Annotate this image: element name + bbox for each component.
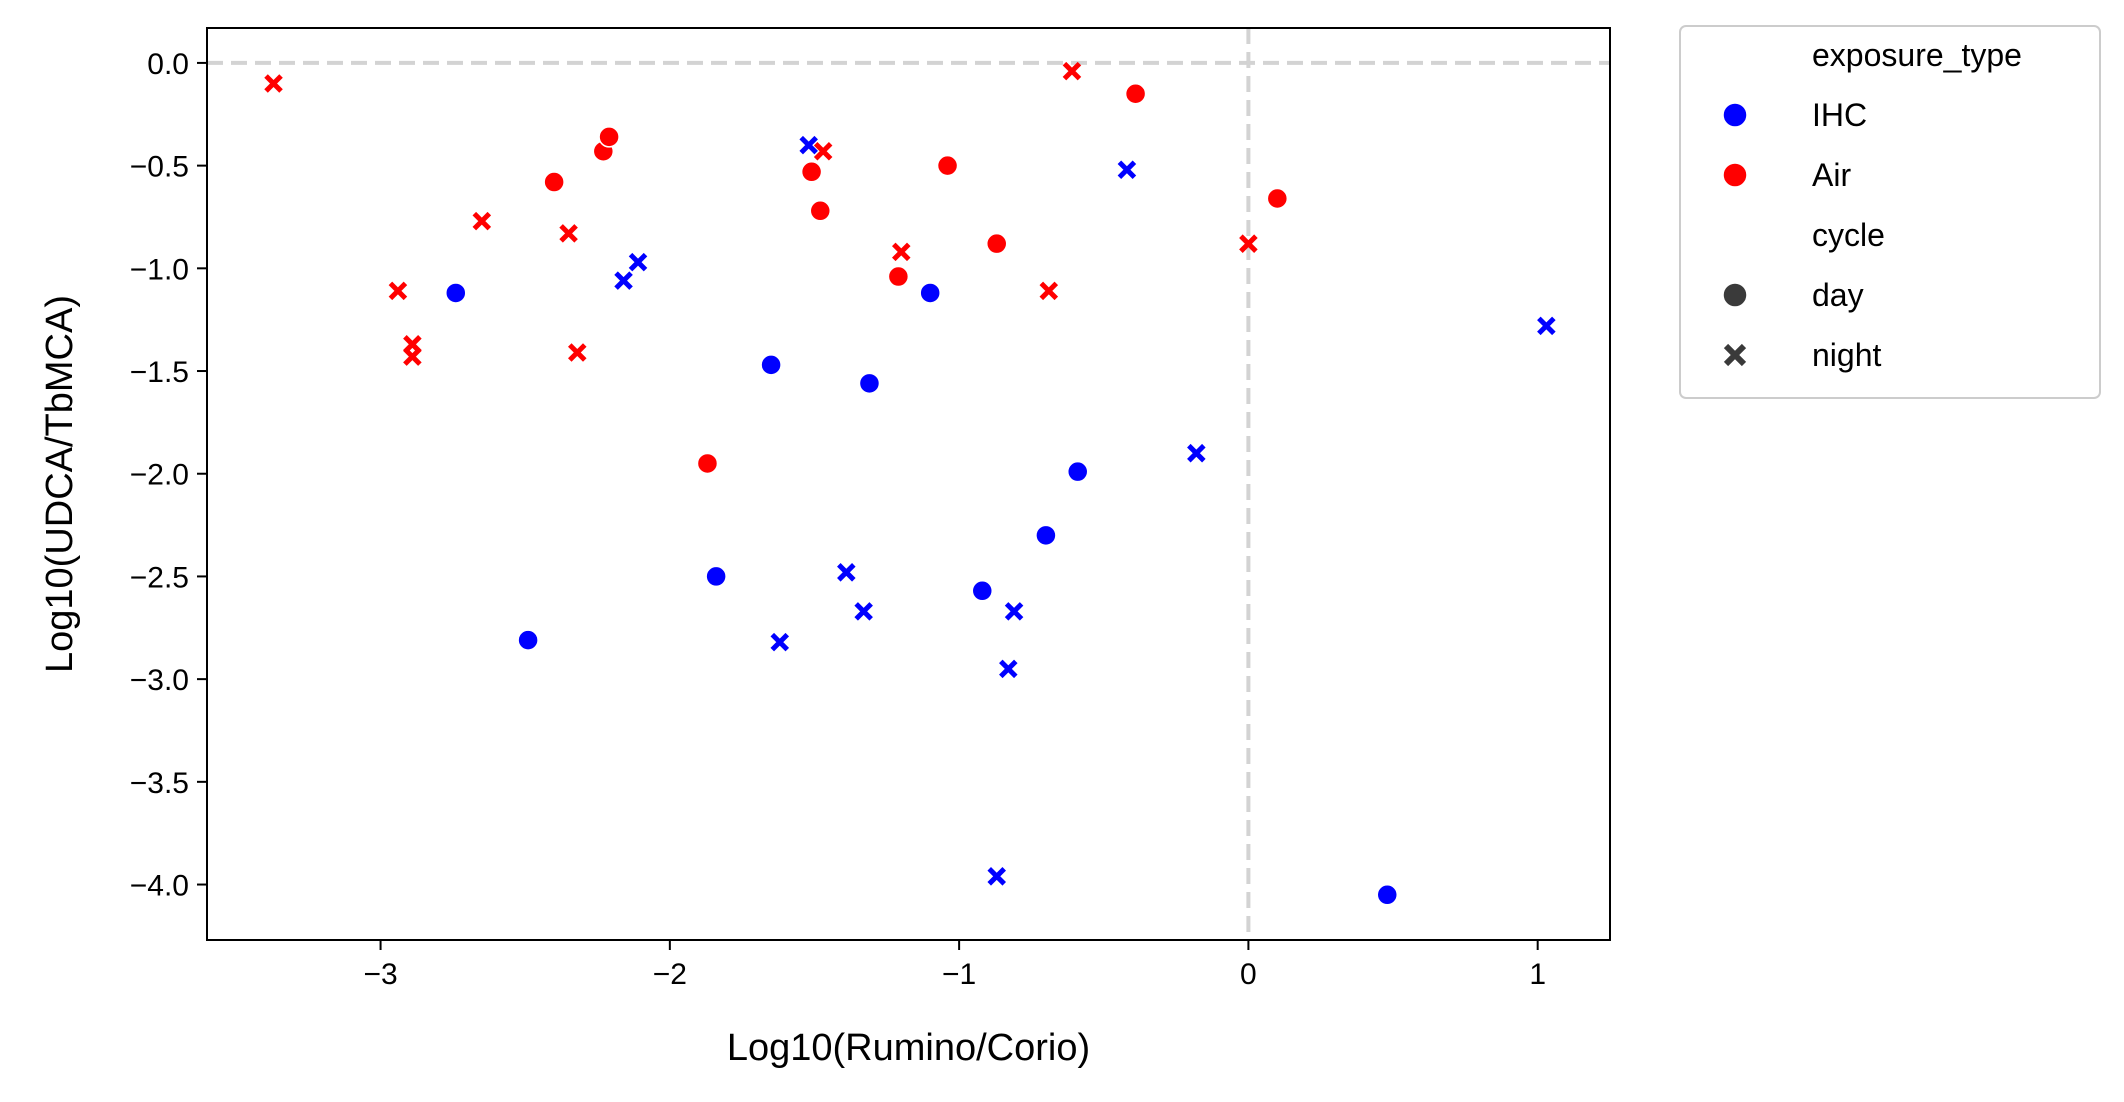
data-point (403, 347, 422, 366)
plot-area-frame (206, 27, 1611, 941)
data-point (1066, 460, 1089, 483)
data-point (971, 580, 994, 602)
data-point (264, 74, 283, 93)
data-point (760, 354, 782, 376)
data-point (1239, 234, 1258, 253)
data-point (445, 282, 467, 304)
data-point (614, 271, 633, 290)
data-point (837, 563, 856, 582)
x-axis-ticks: −3 −2 −1 0 1 (363, 940, 1546, 991)
data-point (1062, 61, 1082, 81)
y-tick-label: −2.5 (130, 561, 189, 594)
data-point (628, 252, 648, 272)
x-axis-label: Log10(Rumino/Corio) (727, 1027, 1090, 1069)
data-point (936, 154, 959, 177)
legend-label-air: Air (1812, 157, 1851, 193)
legend-marker-ihc (1722, 102, 1748, 128)
legend-frame (1679, 25, 2101, 399)
data-point (854, 602, 873, 621)
data-point (1124, 82, 1147, 105)
y-tick-label: −3.0 (130, 664, 189, 697)
data-point (999, 659, 1018, 679)
data-point (543, 171, 565, 193)
series-air-night (264, 61, 1258, 366)
legend-label-ihc: IHC (1812, 97, 1867, 133)
reference-lines (207, 28, 1610, 940)
y-tick-label: −1.0 (130, 253, 189, 286)
series-ihc-day (445, 282, 1399, 906)
x-tick-label: 0 (1240, 958, 1257, 991)
data-point (696, 452, 719, 475)
data-point (517, 629, 539, 651)
series-air-day (543, 82, 1289, 475)
data-point (985, 232, 1008, 255)
data-point (1376, 884, 1399, 906)
y-tick-label: −3.5 (130, 767, 189, 800)
data-point (705, 565, 727, 588)
data-point (598, 126, 620, 148)
data-point (799, 135, 818, 155)
data-point (1117, 160, 1137, 179)
data-point (472, 211, 492, 231)
data-point (887, 265, 910, 288)
data-point (1266, 187, 1289, 210)
y-tick-label: −2.0 (130, 459, 189, 492)
y-axis-ticks: 0.0 −0.5 −1.0 −1.5 −2.0 −2.5 −3.0 −3.5 −4.0 (130, 48, 207, 903)
y-tick-label: 0.0 (147, 48, 189, 81)
legend-marker-night (1723, 343, 1747, 367)
data-point (1187, 443, 1206, 463)
legend-marker-air (1722, 162, 1748, 188)
data-point (800, 161, 823, 183)
data-point (813, 141, 833, 161)
data-point (809, 200, 832, 222)
y-axis-label: Log10(UDCA/TbMCA) (39, 295, 81, 673)
data-point (388, 281, 408, 301)
data-points (264, 61, 1556, 906)
x-tick-label: −2 (653, 958, 687, 991)
legend-title-cycle: cycle (1812, 217, 1885, 253)
data-point (892, 242, 911, 262)
data-point (770, 632, 790, 652)
y-tick-label: −4.0 (130, 870, 189, 903)
data-point (987, 867, 1006, 886)
data-point (1537, 316, 1556, 336)
x-tick-label: 1 (1529, 958, 1546, 991)
data-point (1035, 524, 1057, 547)
data-point (858, 372, 881, 395)
data-point (568, 343, 587, 362)
data-point (1039, 281, 1059, 301)
legend: exposure_type cycle IHC Air day night (1679, 25, 2101, 399)
legend-entries: IHC Air day night (1722, 97, 1882, 373)
legend-title-exposure-type: exposure_type (1812, 37, 2022, 73)
data-point (919, 282, 941, 304)
y-tick-label: −0.5 (130, 151, 189, 184)
x-tick-label: −3 (363, 958, 397, 991)
series-ihc-night (614, 135, 1556, 886)
legend-marker-day (1722, 282, 1748, 308)
data-point (559, 224, 578, 243)
legend-label-day: day (1812, 277, 1864, 313)
data-point (1004, 602, 1024, 621)
x-tick-label: −1 (942, 958, 976, 991)
legend-label-night: night (1812, 337, 1882, 373)
y-tick-label: −1.5 (130, 356, 189, 389)
